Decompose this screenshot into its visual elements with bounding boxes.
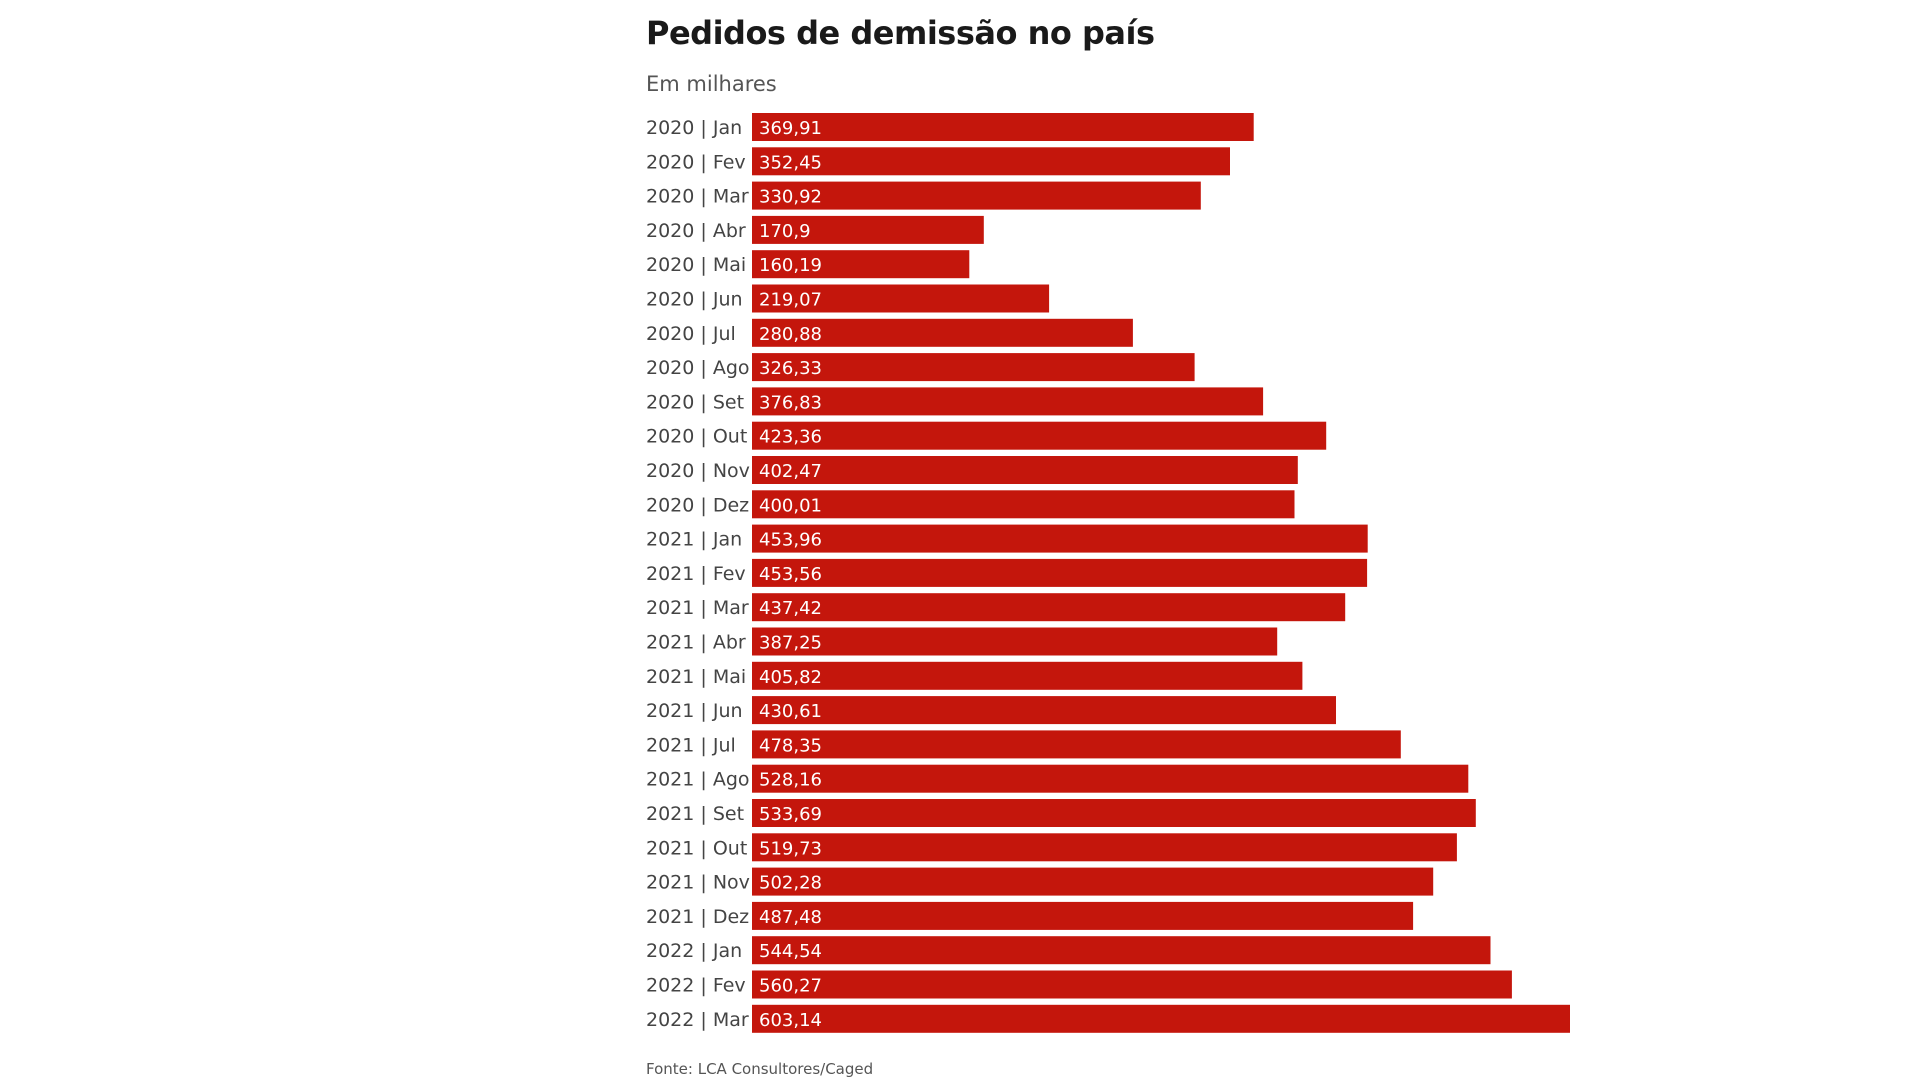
bar xyxy=(752,593,1346,622)
bar xyxy=(752,490,1295,519)
bar-value-label: 170,9 xyxy=(759,221,811,242)
bar-value-label: 453,56 xyxy=(759,564,822,585)
bar xyxy=(752,318,1133,347)
bar-value-label: 400,01 xyxy=(759,495,822,516)
bar xyxy=(752,696,1336,725)
bar xyxy=(752,387,1264,416)
bar-value-label: 376,83 xyxy=(759,392,822,413)
category-label: 2022 | Fev xyxy=(646,975,746,997)
category-label: 2021 | Mar xyxy=(646,597,749,619)
bar xyxy=(752,147,1230,176)
bar-value-label: 160,19 xyxy=(759,255,822,276)
bar xyxy=(752,901,1414,930)
bar xyxy=(752,250,970,279)
category-label: 2021 | Jul xyxy=(646,734,736,756)
category-label: 2020 | Mai xyxy=(646,254,746,276)
bar-value-label: 453,96 xyxy=(759,530,822,551)
bar-value-label: 603,14 xyxy=(759,1010,822,1031)
bar-value-label: 528,16 xyxy=(759,770,822,791)
category-label: 2022 | Mar xyxy=(646,1009,749,1031)
bar xyxy=(752,284,1050,313)
bar xyxy=(752,661,1303,690)
category-label: 2021 | Abr xyxy=(646,632,746,654)
bar-value-label: 369,91 xyxy=(759,118,822,139)
bar xyxy=(752,936,1491,965)
bar-value-label: 387,25 xyxy=(759,633,822,654)
category-label: 2020 | Mar xyxy=(646,186,749,208)
bar xyxy=(752,456,1298,484)
category-label: 2020 | Jul xyxy=(646,323,736,345)
bar-value-label: 423,36 xyxy=(759,427,822,448)
category-label: 2022 | Jan xyxy=(646,940,742,962)
bar-value-label: 402,47 xyxy=(759,461,822,482)
bar xyxy=(752,970,1512,999)
bar xyxy=(752,1004,1570,1033)
category-label: 2021 | Jan xyxy=(646,529,742,551)
category-label: 2021 | Out xyxy=(646,837,747,859)
category-label: 2020 | Fev xyxy=(646,151,746,173)
bar xyxy=(752,353,1195,382)
bar xyxy=(752,833,1457,862)
category-label: 2020 | Nov xyxy=(646,460,750,482)
bar-value-label: 280,88 xyxy=(759,324,822,345)
bar-value-label: 478,35 xyxy=(759,735,822,756)
bar xyxy=(752,113,1254,141)
category-label: 2021 | Nov xyxy=(646,872,750,894)
bar xyxy=(752,421,1327,450)
bar xyxy=(752,558,1368,587)
bar-value-label: 533,69 xyxy=(759,804,822,825)
bar xyxy=(752,181,1201,210)
bar xyxy=(752,799,1476,827)
category-label: 2020 | Jan xyxy=(646,117,742,139)
chart-source: Fonte: LCA Consultores/Caged xyxy=(646,1060,874,1078)
bar xyxy=(752,730,1401,759)
category-label: 2021 | Fev xyxy=(646,563,746,585)
category-label: 2021 | Set xyxy=(646,803,744,825)
category-label: 2021 | Mai xyxy=(646,666,746,688)
bar-value-label: 330,92 xyxy=(759,187,822,208)
bar-value-label: 487,48 xyxy=(759,907,822,928)
category-label: 2020 | Set xyxy=(646,391,744,413)
bar xyxy=(752,867,1434,896)
category-label: 2020 | Dez xyxy=(646,494,749,516)
chart-title: Pedidos de demissão no país xyxy=(646,14,1155,52)
bar xyxy=(752,764,1469,793)
bar xyxy=(752,524,1368,553)
category-label: 2021 | Ago xyxy=(646,769,750,791)
bar-value-label: 502,28 xyxy=(759,873,822,894)
category-label: 2021 | Dez xyxy=(646,906,749,928)
bar-value-label: 544,54 xyxy=(759,941,822,962)
category-label: 2020 | Abr xyxy=(646,220,746,242)
bar-value-label: 430,61 xyxy=(759,701,822,722)
bar-value-label: 352,45 xyxy=(759,152,822,173)
bar-value-label: 437,42 xyxy=(759,598,822,619)
bar-value-label: 219,07 xyxy=(759,290,822,311)
bar xyxy=(752,627,1278,656)
chart-subtitle: Em milhares xyxy=(646,72,777,96)
bar-value-label: 405,82 xyxy=(759,667,822,688)
category-label: 2020 | Jun xyxy=(646,289,743,311)
bar-value-label: 519,73 xyxy=(759,838,822,859)
bar xyxy=(752,215,984,244)
bar-value-label: 326,33 xyxy=(759,358,822,379)
category-label: 2021 | Jun xyxy=(646,700,743,722)
category-label: 2020 | Ago xyxy=(646,357,750,379)
bar-value-label: 560,27 xyxy=(759,976,822,997)
category-label: 2020 | Out xyxy=(646,426,747,448)
